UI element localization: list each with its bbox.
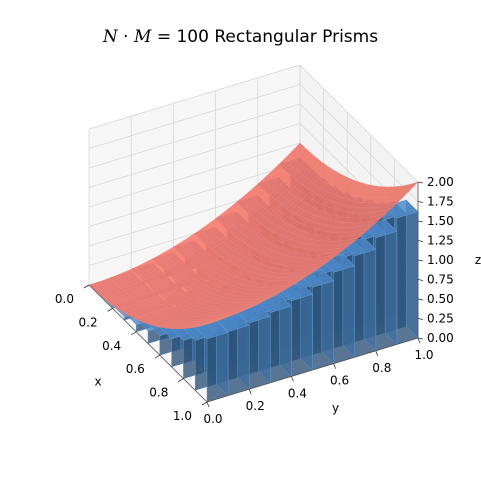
z-tick-label: 1.25 — [427, 234, 454, 248]
title-math-n: N — [102, 27, 118, 47]
title-rest: 100 Rectangular Prisms — [176, 27, 379, 47]
prism — [363, 219, 398, 352]
x-tick-label: 0.0 — [55, 292, 74, 306]
z-tick-label: 1.50 — [427, 214, 454, 228]
y-tick-label: 0.6 — [330, 374, 349, 388]
x-tick-mark — [107, 308, 113, 312]
y-tick-label: 0.0 — [203, 412, 222, 426]
y-tick-label: 1.0 — [414, 348, 433, 362]
z-tick-label: 1.75 — [427, 195, 454, 209]
y-tick-mark — [333, 363, 336, 369]
chart-title: N · M = 100 Rectangular Prisms — [0, 27, 481, 47]
y-tick-mark — [206, 401, 210, 408]
axis-labels: x y z — [94, 253, 481, 415]
x-tick-label: 0.2 — [79, 315, 98, 329]
y-tick-mark — [248, 389, 252, 395]
grid-line-z — [88, 64, 419, 183]
z-tick-mark — [417, 201, 424, 203]
z-tick-label: 0.75 — [427, 273, 454, 287]
prism — [321, 253, 356, 364]
prism-face-side — [342, 253, 355, 358]
z-axis-label: z — [475, 253, 481, 267]
z-tick-label: 0.50 — [427, 292, 454, 306]
prism — [279, 282, 313, 377]
prism-face-side — [363, 237, 377, 352]
z-tick-mark — [417, 259, 424, 262]
x-tick-mark — [154, 354, 161, 359]
grid-line-z — [88, 84, 419, 202]
x-tick-label: 0.6 — [126, 362, 145, 376]
title-equals: = — [151, 27, 177, 47]
y-tick-label: 0.2 — [246, 399, 265, 413]
x-tick-mark — [130, 331, 137, 336]
z-tick-mark — [417, 240, 424, 242]
y-tick-mark — [375, 350, 379, 356]
z-tick-label: 0.00 — [427, 331, 454, 345]
z-tick-label: 0.25 — [427, 312, 454, 326]
tick-labels: 0.0 0.2 0.4 0.6 0.8 1.0 0.0 0.2 0.4 0.6 0.8 1.0 0.00… — [55, 175, 454, 426]
surface-patch — [204, 322, 213, 326]
title-math-m: M — [134, 27, 152, 47]
y-tick-mark — [417, 337, 421, 344]
x-axis-label: x — [94, 375, 101, 389]
surface-mesh — [88, 142, 419, 330]
y-tick-mark — [291, 376, 294, 382]
y-tick-label: 0.8 — [372, 361, 391, 375]
grid-line-z — [88, 103, 419, 222]
x-axis-line — [88, 284, 208, 403]
prism — [300, 268, 334, 371]
z-tick-mark — [417, 318, 424, 320]
x-tick-mark — [83, 284, 90, 289]
x-tick-label: 0.8 — [149, 386, 168, 400]
x-tick-label: 0.4 — [102, 339, 121, 353]
y-axis-line — [206, 337, 419, 403]
z-tick-mark — [417, 337, 424, 340]
y-tick-label: 0.4 — [288, 386, 307, 400]
y-axis-label: y — [332, 401, 339, 415]
prism — [384, 199, 419, 345]
z-tick-mark — [417, 181, 424, 184]
z-tick-label: 2.00 — [427, 175, 454, 189]
prism — [237, 304, 271, 390]
prism-face-side — [384, 219, 398, 345]
z-tick-label: 1.00 — [427, 253, 454, 267]
x-tick-label: 1.0 — [173, 409, 192, 423]
z-tick-mark — [417, 220, 424, 223]
prism-face-side — [405, 199, 419, 339]
z-tick-mark — [417, 298, 424, 301]
z-tick-mark — [417, 279, 424, 281]
x-tick-mark — [178, 378, 184, 382]
x-tick-mark — [201, 401, 208, 406]
title-math-dot: · — [117, 27, 134, 47]
prism — [258, 293, 292, 384]
